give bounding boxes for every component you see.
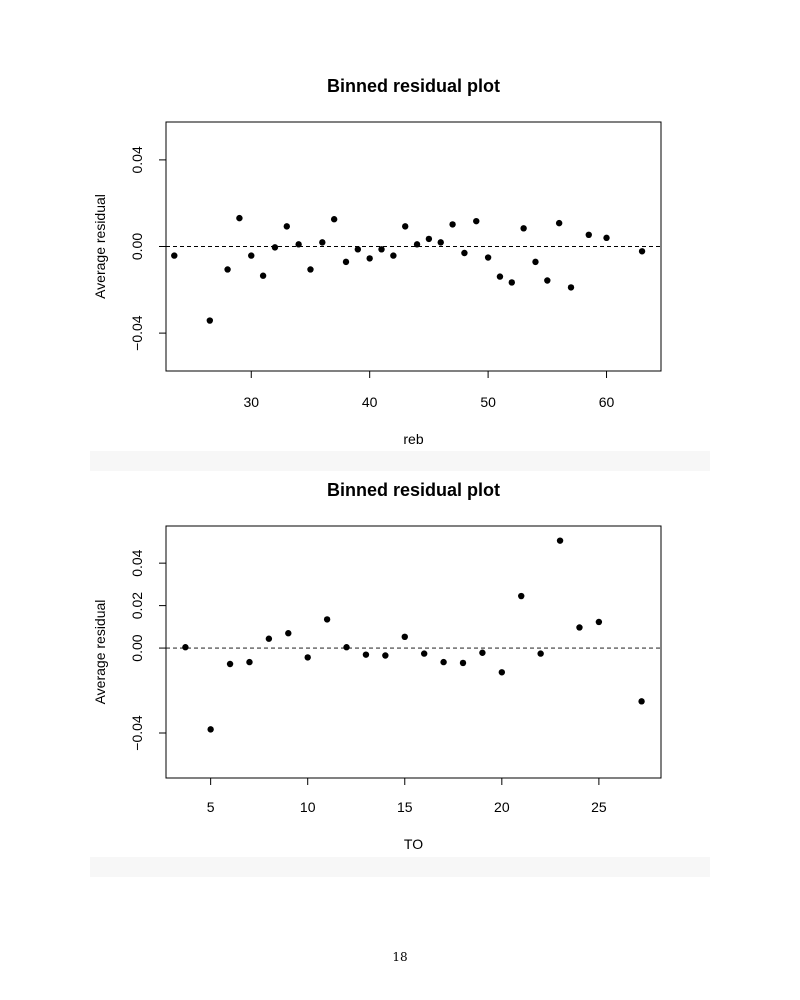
x-tick-label: 60 [599, 394, 615, 410]
y-axis-label: Average residual [92, 194, 108, 299]
x-tick-label: 15 [397, 799, 413, 815]
data-point [378, 246, 385, 253]
data-point [449, 221, 456, 228]
data-point [330, 216, 338, 223]
x-axis-label: reb [403, 431, 423, 447]
data-point [638, 248, 646, 255]
data-point [354, 246, 362, 253]
y-tick-label: −0.04 [129, 315, 145, 351]
data-point [479, 649, 486, 656]
data-point [323, 616, 331, 623]
data-point [342, 258, 350, 266]
x-tick-label: 20 [494, 799, 510, 815]
data-point [638, 698, 645, 705]
data-point [295, 241, 302, 248]
data-point [567, 284, 575, 291]
data-point [319, 239, 326, 246]
data-point [226, 660, 234, 668]
data-point [265, 635, 273, 642]
data-point [307, 266, 314, 273]
chart-title: Binned residual plot [327, 76, 500, 96]
data-point [206, 317, 214, 324]
plot-reb-svg: Binned residual plot 30 40 50 60 −0.04 0.00 0.0… [92, 76, 662, 447]
y-tick-label: 0.02 [129, 592, 145, 619]
data-point [440, 658, 447, 666]
data-point [603, 234, 610, 242]
data-point [437, 239, 444, 246]
data-point [413, 241, 421, 248]
x-tick-label: 30 [243, 394, 259, 410]
data-point [425, 235, 433, 243]
data-point [401, 633, 408, 641]
x-tick-label: 25 [591, 799, 607, 815]
data-point [283, 223, 290, 230]
data-point [484, 254, 492, 261]
page-number: 18 [392, 950, 408, 964]
data-point [246, 658, 253, 666]
y-axis-label: Average residual [92, 600, 108, 705]
data-point [585, 231, 592, 239]
data-point [473, 217, 480, 225]
data-point [496, 273, 504, 280]
data-point [236, 214, 243, 222]
data-point [532, 258, 539, 266]
data-point [271, 244, 279, 251]
binned-residual-plot-TO: Binned residual plot 5 10 15 20 25 −0.04 0.00 0.… [0, 470, 800, 855]
code-line-binnedplot-fg3pct: arm::binnedplot(nba_res$fg3_pct, nba_res… [90, 857, 710, 877]
data-point [171, 252, 178, 259]
data-point [461, 249, 468, 257]
data-point [420, 650, 428, 657]
data-point [544, 277, 551, 284]
data-point [518, 592, 525, 600]
data-point [390, 252, 397, 259]
data-point [459, 659, 467, 667]
data-point [556, 537, 564, 544]
data-point [402, 223, 409, 230]
y-tick-label: 0.04 [129, 146, 145, 173]
data-point [595, 618, 603, 626]
x-tick-label: 50 [480, 394, 496, 410]
data-point [207, 726, 214, 733]
data-point [182, 644, 189, 651]
x-tick-label: 5 [207, 799, 215, 815]
x-tick-label: 40 [362, 394, 378, 410]
chart-title: Binned residual plot [327, 480, 500, 500]
data-point [498, 669, 506, 676]
data-point [285, 630, 292, 637]
data-point [362, 651, 370, 658]
data-point [555, 219, 563, 227]
data-point [576, 624, 583, 631]
code-line-binnedplot-TO: arm::binnedplot(nba_res$TO, nba_res$.res… [90, 451, 710, 471]
y-tick-label: 0.00 [129, 233, 145, 260]
data-point [224, 266, 231, 273]
y-tick-label: −0.04 [129, 715, 145, 751]
data-point [508, 279, 515, 286]
data-point [248, 252, 255, 259]
data-point [382, 652, 389, 659]
x-axis-label: TO [404, 836, 423, 852]
plot-frame [165, 525, 662, 779]
plot-TO-svg: Binned residual plot 5 10 15 20 25 −0.04 0.00 0.… [92, 480, 662, 852]
x-tick-label: 10 [300, 799, 316, 815]
y-tick-label: 0.04 [129, 549, 145, 576]
data-point [537, 650, 544, 657]
y-tick-label: 0.00 [129, 634, 145, 661]
data-point [520, 225, 527, 232]
data-point [366, 255, 373, 262]
data-point [343, 644, 350, 651]
data-point [259, 272, 267, 279]
data-point [304, 654, 311, 661]
binned-residual-plot-reb: Binned residual plot 30 40 50 60 −0.04 0.00 0.0… [0, 60, 800, 455]
